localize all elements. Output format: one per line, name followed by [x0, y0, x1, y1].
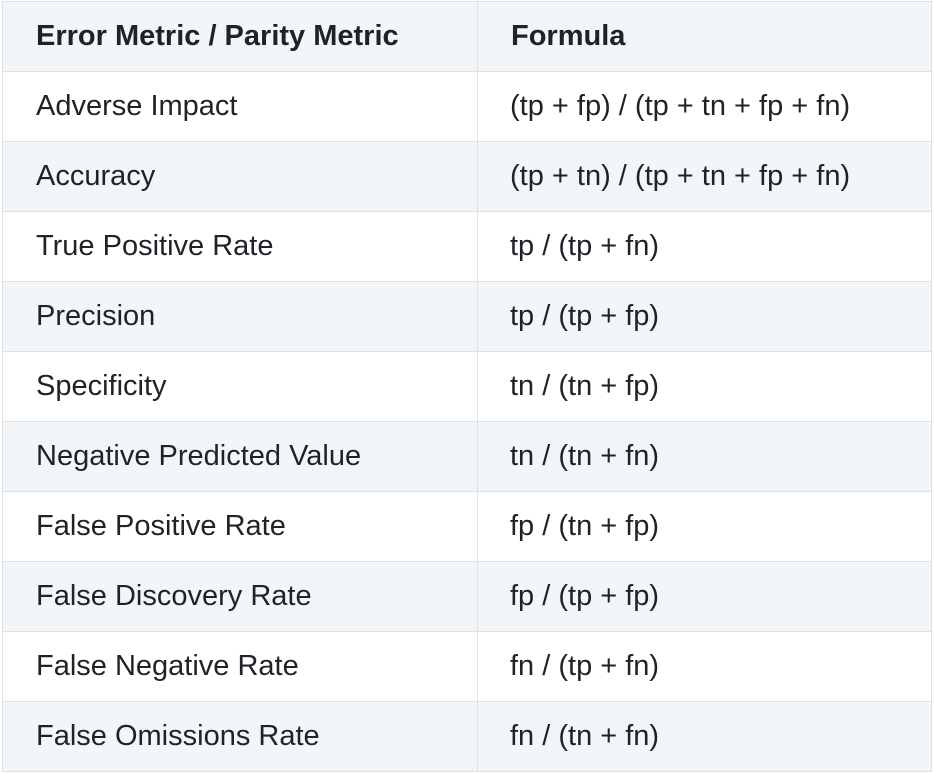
- formula-cell: (tp + fp) / (tp + tn + fp + fn): [477, 71, 932, 142]
- metric-cell: Precision: [2, 281, 478, 352]
- formula-cell: tp / (tp + fp): [477, 281, 932, 352]
- formula-cell: tn / (tn + fn): [477, 421, 932, 492]
- table-row: Specificity tn / (tn + fp): [2, 351, 932, 422]
- table-row: False Negative Rate fn / (tp + fn): [2, 631, 932, 702]
- metric-cell: True Positive Rate: [2, 211, 478, 282]
- formula-cell: fn / (tn + fn): [477, 701, 932, 772]
- header-row: Error Metric / Parity Metric Formula: [2, 1, 932, 72]
- formula-cell: tn / (tn + fp): [477, 351, 932, 422]
- metric-cell: False Omissions Rate: [2, 701, 478, 772]
- table-row: False Positive Rate fp / (tn + fp): [2, 491, 932, 562]
- formula-cell: tp / (tp + fn): [477, 211, 932, 282]
- table-row: Precision tp / (tp + fp): [2, 281, 932, 352]
- metric-cell: Accuracy: [2, 141, 478, 212]
- formula-cell: fp / (tn + fp): [477, 491, 932, 562]
- table-row: Accuracy (tp + tn) / (tp + tn + fp + fn): [2, 141, 932, 212]
- metric-cell: Adverse Impact: [2, 71, 478, 142]
- table-row: True Positive Rate tp / (tp + fn): [2, 211, 932, 282]
- formula-cell: (tp + tn) / (tp + tn + fp + fn): [477, 141, 932, 212]
- table-body: Adverse Impact (tp + fp) / (tp + tn + fp…: [2, 71, 932, 772]
- column-header-metric: Error Metric / Parity Metric: [2, 1, 478, 72]
- table-row: False Omissions Rate fn / (tn + fn): [2, 701, 932, 772]
- table-row: Adverse Impact (tp + fp) / (tp + tn + fp…: [2, 71, 932, 142]
- formula-cell: fp / (tp + fp): [477, 561, 932, 632]
- table-row: Negative Predicted Value tn / (tn + fn): [2, 421, 932, 492]
- metric-cell: False Negative Rate: [2, 631, 478, 702]
- formula-cell: fn / (tp + fn): [477, 631, 932, 702]
- metric-cell: Specificity: [2, 351, 478, 422]
- metric-cell: False Discovery Rate: [2, 561, 478, 632]
- column-header-formula: Formula: [477, 1, 932, 72]
- metric-cell: Negative Predicted Value: [2, 421, 478, 492]
- metric-cell: False Positive Rate: [2, 491, 478, 562]
- table-header: Error Metric / Parity Metric Formula: [2, 1, 932, 72]
- table-row: False Discovery Rate fp / (tp + fp): [2, 561, 932, 632]
